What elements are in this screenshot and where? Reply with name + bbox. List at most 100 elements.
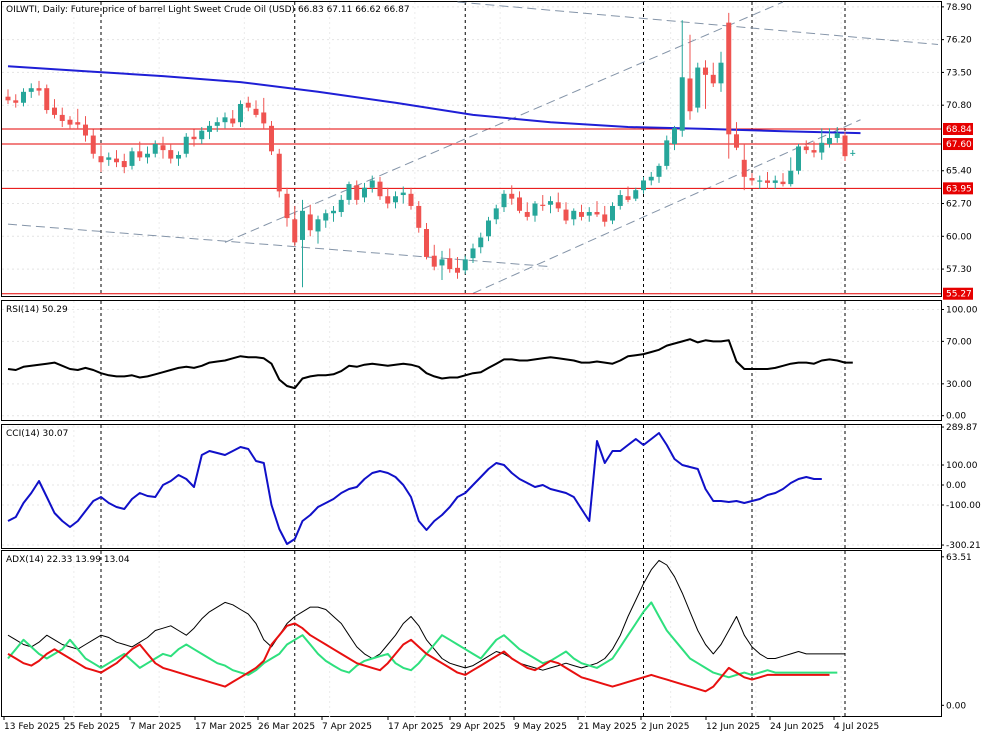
price-level-badge-label: 68.84	[946, 125, 972, 135]
candle-body	[191, 136, 197, 140]
candle-body	[509, 193, 515, 199]
candle-body	[741, 159, 747, 177]
candle	[695, 62, 701, 113]
channel-line	[472, 119, 861, 294]
candle	[315, 215, 321, 244]
candle	[145, 146, 150, 164]
candle	[532, 201, 538, 222]
candle-body	[385, 196, 391, 204]
rsi-tick-label: 100.00	[946, 305, 978, 315]
rsi-tick-label: 30.00	[946, 380, 972, 390]
candle-body	[346, 184, 352, 200]
candle	[346, 181, 352, 205]
candle	[757, 175, 763, 189]
candle	[13, 94, 19, 108]
candle-body	[207, 125, 212, 132]
candle	[540, 195, 546, 211]
candle	[579, 204, 584, 221]
candle-body	[377, 181, 383, 197]
candle	[300, 199, 305, 288]
candle	[121, 153, 127, 174]
candle-body	[602, 214, 608, 222]
candle	[424, 222, 429, 260]
date-label: 17 Apr 2025	[388, 722, 444, 732]
candle-body	[129, 151, 135, 166]
candle	[827, 128, 832, 148]
adx-minus-di-line	[7, 622, 830, 693]
candle-body	[827, 137, 832, 145]
candle-body	[152, 144, 158, 154]
candle-body	[362, 187, 367, 198]
candle	[842, 131, 848, 162]
candle	[656, 163, 662, 183]
candle-body	[501, 193, 507, 208]
candle-body	[331, 210, 336, 214]
candle	[36, 80, 42, 96]
moving-average-line	[7, 65, 861, 135]
adx-panel-frame[interactable]	[1, 550, 942, 717]
cci-tick-label: 289.87	[946, 423, 978, 433]
grid-layer	[2, 2, 941, 717]
price-plot	[2, 1, 941, 295]
adx-tick-label: 0.00	[946, 701, 966, 711]
candle-body	[292, 219, 298, 243]
candle	[354, 180, 360, 205]
price-panel-frame[interactable]	[1, 1, 942, 297]
candle-body	[517, 197, 522, 211]
candle-body	[695, 67, 701, 108]
candle-body	[447, 258, 453, 270]
candle-body	[323, 213, 329, 221]
candle	[199, 127, 205, 145]
candle-body	[548, 201, 553, 205]
candle	[834, 127, 840, 143]
date-separators	[100, 2, 846, 717]
candle-body	[21, 91, 26, 103]
candle	[501, 190, 507, 213]
candle	[253, 100, 259, 118]
adx-main-line	[7, 559, 845, 671]
price-tick-label: 60.00	[946, 232, 972, 242]
candle-body	[625, 196, 631, 200]
price-level-badge-label: 55.27	[946, 290, 972, 300]
candle	[439, 250, 445, 281]
candle	[331, 205, 336, 222]
candle-body	[168, 150, 174, 159]
rsi-tick-label: 70.00	[946, 337, 972, 347]
candle-body	[230, 118, 236, 124]
candle	[486, 216, 491, 242]
candle-body	[338, 199, 344, 213]
candle	[455, 256, 460, 279]
candle	[59, 107, 65, 128]
candle-body	[393, 196, 398, 203]
candle	[214, 117, 220, 132]
candle	[493, 204, 499, 225]
candle	[230, 110, 236, 128]
candle	[625, 186, 631, 203]
candle	[563, 202, 569, 225]
date-label: 7 Mar 2025	[130, 722, 181, 732]
candle	[811, 141, 817, 158]
candle-body	[757, 180, 763, 182]
candle-body	[13, 100, 19, 103]
candle	[555, 192, 561, 213]
candle	[307, 204, 313, 237]
candle	[602, 205, 608, 227]
date-label: 7 Apr 2025	[322, 722, 372, 732]
candle-body	[222, 117, 228, 123]
candle-body	[734, 134, 739, 148]
candle	[67, 116, 73, 129]
candle	[238, 100, 243, 128]
candle	[741, 144, 747, 191]
candle-body	[98, 156, 104, 163]
price-tick-label: 78.90	[946, 3, 972, 13]
candle-body	[315, 219, 321, 232]
candle-body	[765, 180, 770, 183]
rsi-panel-frame[interactable]	[1, 300, 942, 421]
cci-label: CCI(14) 30.07	[6, 429, 68, 439]
candle-body	[284, 193, 290, 219]
candle-body	[214, 122, 220, 126]
candle-body	[803, 146, 809, 151]
candle-body	[796, 146, 801, 171]
adx-label: ADX(14) 22.33 13.99 13.04	[6, 555, 130, 565]
